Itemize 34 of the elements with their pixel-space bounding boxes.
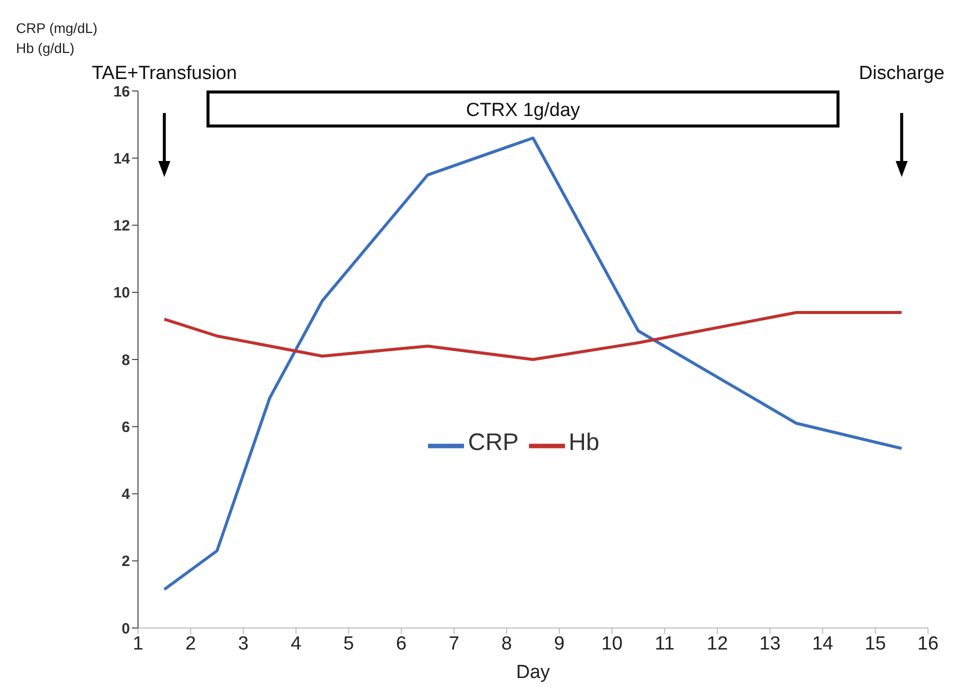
x-tick-label: 2 [185, 633, 196, 654]
annotation: CTRX 1g/day [466, 100, 581, 121]
x-tick-label: 12 [706, 633, 728, 654]
x-tick-label: 6 [396, 633, 407, 654]
y-tick-label: 8 [122, 352, 130, 369]
line-series [162, 311, 904, 361]
x-tick-label: 10 [601, 633, 623, 654]
x-tick-label: 14 [812, 633, 834, 654]
y-tick-label: 0 [122, 620, 130, 638]
x-tick-label: 8 [501, 633, 512, 654]
y-tick-label: 6 [122, 418, 130, 436]
x-tick-label: 7 [448, 633, 460, 654]
line-series [162, 136, 904, 591]
x-tick-label: 15 [864, 633, 886, 654]
y-axis-title: CRP (mg/dL) Hb (g/dL) [16, 19, 98, 58]
y-tick-label: 10 [113, 284, 130, 302]
y-tick-label: 2 [122, 553, 130, 570]
text: TAE+Transfusion [92, 63, 237, 84]
y-tick-label: 4 [122, 486, 131, 504]
x-tick-label: 9 [554, 633, 565, 654]
y-tick-label: 14 [113, 150, 131, 168]
x-tick-label: 16 [917, 633, 939, 654]
x-axis-title: Day [516, 662, 550, 683]
y-tick-label: 12 [113, 218, 130, 235]
x-tick-label: 1 [132, 633, 144, 654]
text: Discharge [858, 63, 944, 84]
legend-label: CRP [468, 429, 519, 456]
x-tick-label: 4 [290, 633, 302, 654]
x-tick-label: 5 [343, 633, 354, 654]
y-tick-label: 16 [113, 83, 130, 100]
x-tick-label: 3 [238, 633, 249, 654]
legend-label: Hb [568, 429, 600, 456]
x-tick-label: 13 [759, 633, 781, 654]
x-tick-label: 11 [654, 633, 675, 654]
